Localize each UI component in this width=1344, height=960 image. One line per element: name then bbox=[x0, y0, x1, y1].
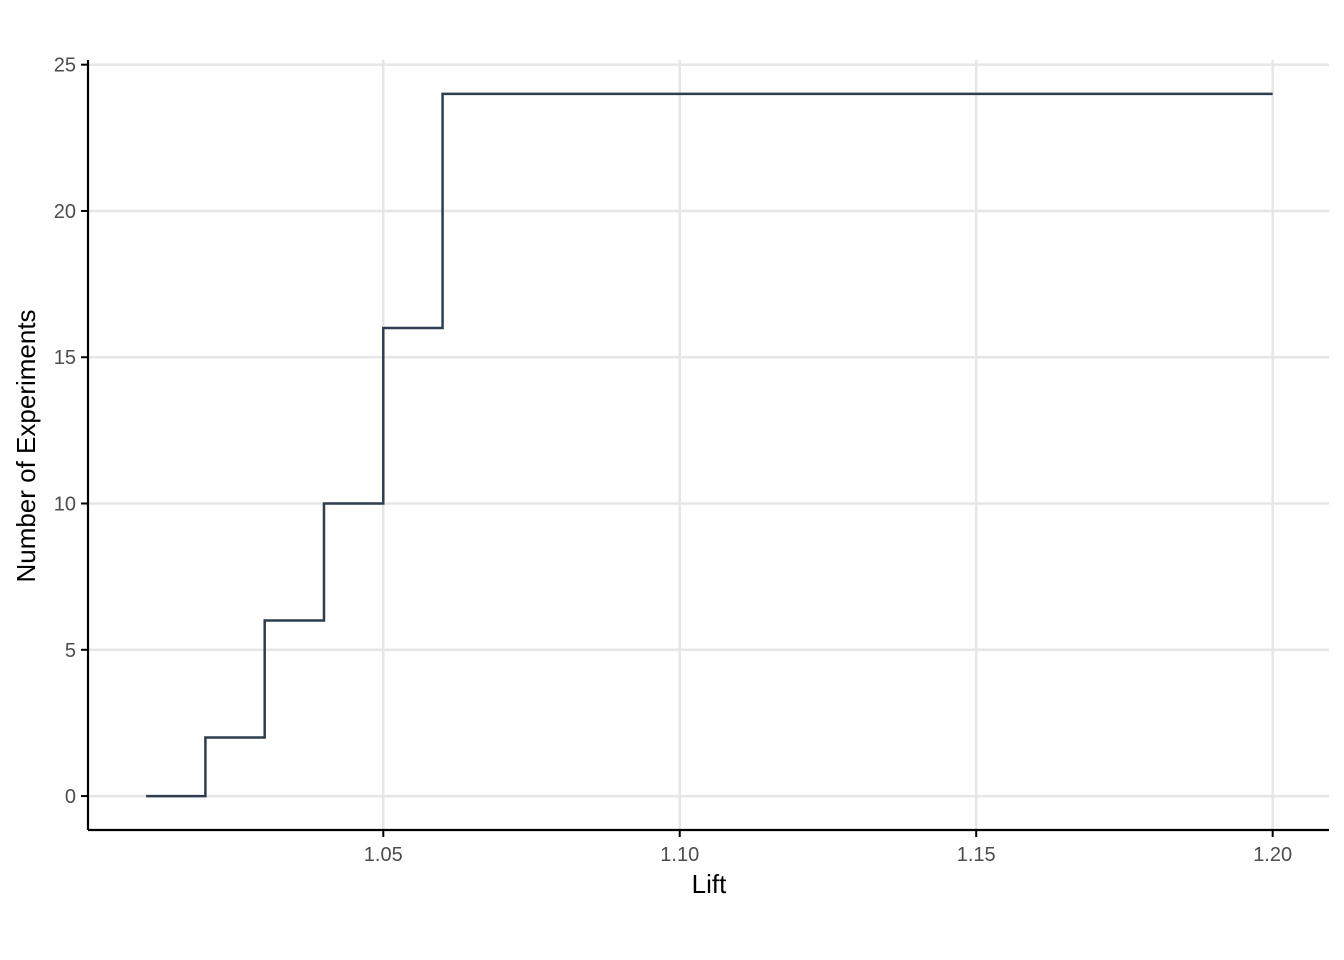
series-layer bbox=[146, 92, 1273, 798]
x-tick-label-2: 1.15 bbox=[957, 844, 996, 866]
x-axis-title: Lift bbox=[692, 869, 727, 899]
series-line-0 bbox=[146, 92, 1273, 798]
y-tick-label-0: 0 bbox=[65, 786, 76, 808]
y-tick-label-2: 10 bbox=[54, 494, 76, 516]
x-tick-label-3: 1.20 bbox=[1253, 844, 1292, 866]
x-tick-label-0: 1.05 bbox=[364, 844, 403, 866]
y-tick-label-3: 15 bbox=[54, 347, 76, 369]
y-tick-label-5: 25 bbox=[54, 55, 76, 77]
axes bbox=[81, 60, 1329, 837]
y-axis-title: Number of Experiments bbox=[11, 309, 41, 582]
tick-labels: 0 5 10 15 20 25 1.05 1.10 1.15 1.20 bbox=[54, 55, 1292, 866]
x-tick-label-1: 1.10 bbox=[660, 844, 699, 866]
y-tick-label-1: 5 bbox=[65, 640, 76, 662]
y-tick-label-4: 20 bbox=[54, 201, 76, 223]
grid bbox=[88, 60, 1329, 830]
